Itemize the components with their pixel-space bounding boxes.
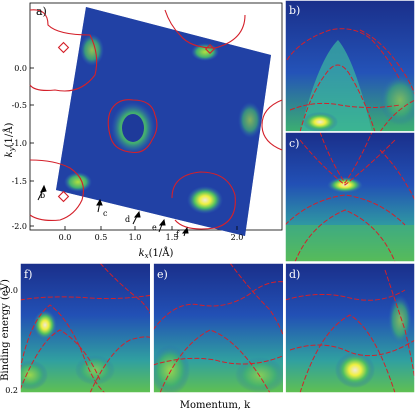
y-tick-label: 0.0 <box>14 64 27 73</box>
panel-d-label: d) <box>289 268 300 281</box>
panel-a-x-ticks: 0.0 0.5 1.0 1.5 2.0 <box>59 233 244 242</box>
panel-b: b) <box>285 0 415 132</box>
x-tick-label: 2.0 <box>231 233 244 242</box>
y-tick-label: -0.5 <box>12 101 27 110</box>
panel-a-label: a) <box>36 5 47 18</box>
panel-c-label: c) <box>289 137 299 150</box>
panel-b-label: b) <box>289 4 300 17</box>
panel-e-label: e) <box>157 268 168 281</box>
cut-label: d <box>125 215 130 224</box>
cut-label: c <box>103 209 108 218</box>
panel-a: a) 0.0 -0.5 -1.0 -1.5 -2.0 ky(1/Å) 0.0 0… <box>3 3 282 260</box>
y-tick-label: -2.0 <box>12 222 27 231</box>
energy-tick-label: 0.2 <box>5 386 18 395</box>
cut-label: b <box>40 191 45 200</box>
x-tick-label: 0.0 <box>59 233 72 242</box>
energy-axis-label: Binding energy (eV) <box>0 279 11 381</box>
panel-f: f) <box>12 263 153 393</box>
cut-label: f <box>176 230 180 239</box>
panel-e: e) <box>150 263 285 395</box>
panel-a-ylabel: ky(1/Å) <box>3 123 16 158</box>
x-tick-label: 0.5 <box>95 233 108 242</box>
panel-c: c) <box>285 132 415 262</box>
y-tick-label: -1.5 <box>12 177 27 186</box>
panel-a-xlabel: kx(1/Å) <box>139 247 174 260</box>
panel-f-label: f) <box>24 268 32 281</box>
momentum-axis-label: Momentum, k <box>180 400 251 411</box>
x-tick-label: 1.0 <box>129 233 142 242</box>
cut-label: e <box>152 223 157 232</box>
panel-d: d) <box>285 263 415 393</box>
